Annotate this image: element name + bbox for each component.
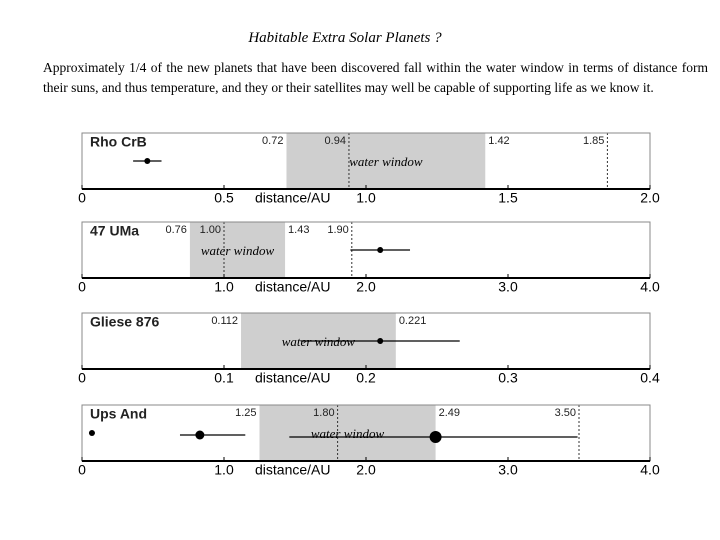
marker-label: 3.50 (555, 407, 576, 419)
star-name: 47 UMa (90, 223, 139, 239)
x-tick-label: 0 (78, 370, 86, 386)
window-label: water window (201, 243, 275, 258)
x-tick-label: 0 (78, 190, 86, 206)
x-axis-title: distance/AU (255, 370, 330, 386)
x-tick-label: 1.0 (356, 190, 376, 206)
window-label: water window (311, 426, 385, 441)
x-tick-label: 0 (78, 279, 86, 295)
x-tick-label: 1.0 (214, 279, 234, 295)
planet (377, 247, 384, 253)
x-axis-title: distance/AU (255, 190, 330, 206)
marker-label: 1.90 (327, 224, 348, 236)
edge-label: 2.49 (439, 407, 460, 419)
edge-label: 1.25 (235, 407, 256, 419)
edge-label: 0.72 (262, 135, 283, 147)
water-window (259, 405, 436, 461)
star-name: Ups And (90, 406, 147, 422)
x-tick-label: 0.1 (214, 370, 234, 386)
planet (429, 431, 442, 443)
slide-title: Habitable Extra Solar Planets ? (248, 30, 442, 46)
x-tick-label: 4.0 (640, 279, 660, 295)
x-tick-label: 0.4 (640, 370, 660, 386)
x-tick-label: 0 (78, 462, 86, 478)
x-tick-label: 0.2 (356, 370, 376, 386)
x-tick-label: 0.5 (214, 190, 234, 206)
marker-label: 1.00 (200, 224, 221, 236)
x-tick-label: 4.0 (640, 462, 660, 478)
slide-text: Approximately 1/4 of the new planets tha… (43, 60, 708, 95)
edge-label: 0.112 (211, 315, 238, 327)
window-label: water window (349, 154, 423, 169)
x-tick-label: 2.0 (356, 462, 376, 478)
x-tick-label: 3.0 (498, 462, 518, 478)
star-name: Rho CrB (90, 134, 147, 150)
water-window (189, 222, 286, 278)
planet (195, 430, 205, 440)
water-window (286, 133, 486, 189)
x-axis-title: distance/AU (255, 279, 330, 295)
x-tick-label: 2.0 (640, 190, 660, 206)
x-tick-label: 1.5 (498, 190, 518, 206)
x-axis-title: distance/AU (255, 462, 330, 478)
star-name: Gliese 876 (90, 314, 159, 330)
planet (144, 158, 151, 164)
edge-label: 1.43 (288, 224, 309, 236)
edge-label: 0.221 (399, 315, 427, 327)
x-tick-label: 3.0 (498, 279, 518, 295)
marker-label: 1.85 (583, 135, 604, 147)
marker-label: 0.94 (325, 135, 346, 147)
edge-label: 0.76 (165, 224, 186, 236)
x-tick-label: 2.0 (356, 279, 376, 295)
marker-label: 1.80 (313, 407, 334, 419)
edge-label: 1.42 (488, 135, 509, 147)
planet (88, 430, 95, 436)
x-tick-label: 0.3 (498, 370, 518, 386)
x-tick-label: 1.0 (214, 462, 234, 478)
planet (377, 338, 384, 344)
